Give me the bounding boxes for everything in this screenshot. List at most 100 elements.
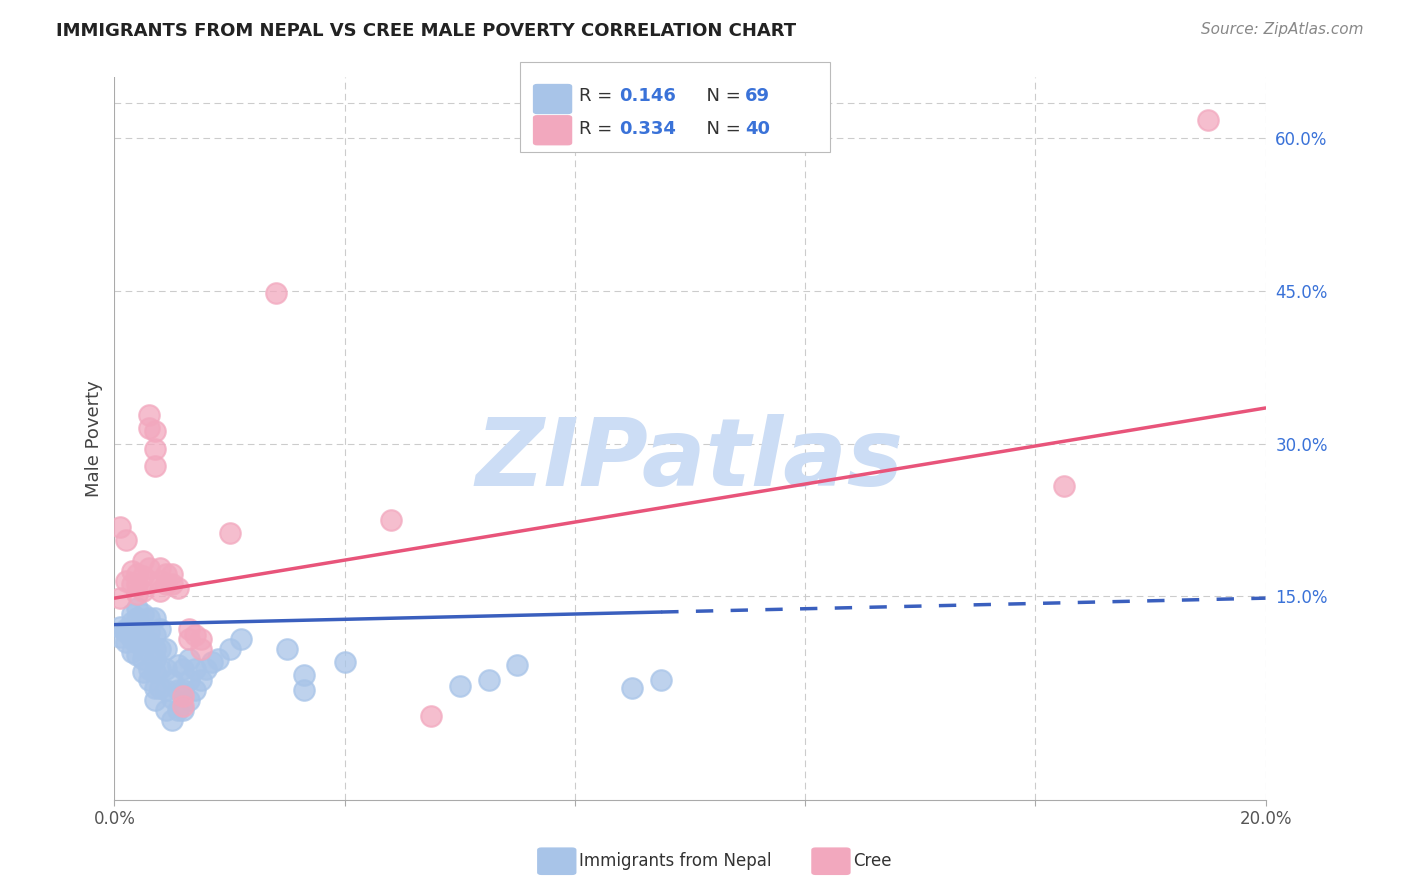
Text: N =: N = [695, 120, 747, 138]
Point [149, 574, 172, 588]
Point [121, 564, 143, 578]
Text: 0.334: 0.334 [619, 120, 675, 138]
Point [143, 681, 166, 695]
Point [172, 682, 194, 697]
Point [143, 628, 166, 642]
Point [132, 642, 155, 657]
Point [108, 630, 131, 644]
Point [190, 673, 212, 687]
Point [127, 611, 149, 625]
Point [127, 601, 149, 615]
Point [184, 682, 207, 697]
Point [138, 421, 160, 435]
Point [149, 662, 172, 676]
Point [155, 566, 177, 581]
Point [506, 658, 529, 673]
Point [160, 690, 183, 705]
Point [115, 622, 138, 636]
Point [179, 673, 201, 687]
Point [115, 533, 138, 548]
Point [195, 662, 218, 676]
Point [138, 611, 160, 625]
Point [218, 526, 240, 541]
Point [138, 662, 160, 676]
Point [155, 682, 177, 697]
Text: ZIPatlas: ZIPatlas [475, 414, 904, 506]
Point [201, 655, 224, 669]
Text: Cree: Cree [853, 852, 891, 871]
Point [179, 693, 201, 707]
Point [149, 584, 172, 599]
Point [292, 682, 315, 697]
Point [172, 662, 194, 676]
Point [149, 681, 172, 695]
Point [143, 442, 166, 456]
Point [115, 635, 138, 649]
Point [276, 642, 298, 657]
Point [108, 620, 131, 634]
Point [477, 673, 499, 687]
Point [1053, 479, 1076, 493]
Point [172, 689, 194, 703]
Point [138, 574, 160, 588]
Point [132, 553, 155, 567]
Point [143, 611, 166, 625]
Point [166, 682, 188, 697]
Point [166, 703, 188, 717]
Point [149, 622, 172, 636]
Point [292, 668, 315, 682]
Point [155, 703, 177, 717]
Point [229, 632, 252, 646]
Point [143, 642, 166, 657]
Point [115, 624, 138, 639]
Text: Immigrants from Nepal: Immigrants from Nepal [579, 852, 772, 871]
Point [184, 662, 207, 676]
Point [121, 577, 143, 591]
Point [172, 703, 194, 717]
Text: Source: ZipAtlas.com: Source: ZipAtlas.com [1201, 22, 1364, 37]
Point [621, 681, 644, 695]
Text: 69: 69 [745, 87, 770, 105]
Point [127, 635, 149, 649]
Point [108, 591, 131, 606]
Point [333, 655, 356, 669]
Point [155, 662, 177, 676]
Point [190, 642, 212, 657]
Point [132, 620, 155, 634]
Point [132, 568, 155, 582]
Point [166, 658, 188, 673]
Point [207, 652, 229, 666]
Point [650, 673, 672, 687]
Text: IMMIGRANTS FROM NEPAL VS CREE MALE POVERTY CORRELATION CHART: IMMIGRANTS FROM NEPAL VS CREE MALE POVER… [56, 22, 796, 40]
Point [138, 560, 160, 574]
Text: R =: R = [579, 87, 619, 105]
Point [420, 709, 443, 723]
Point [160, 566, 183, 581]
Point [380, 513, 402, 527]
Point [1197, 113, 1219, 128]
Text: 40: 40 [745, 120, 770, 138]
Point [121, 645, 143, 659]
Text: R =: R = [579, 120, 619, 138]
Point [127, 587, 149, 601]
Point [138, 624, 160, 639]
Point [132, 652, 155, 666]
Point [143, 425, 166, 439]
Point [155, 642, 177, 657]
Point [132, 607, 155, 622]
Point [121, 632, 143, 646]
Point [127, 577, 149, 591]
Point [149, 560, 172, 574]
Point [138, 673, 160, 687]
Point [179, 652, 201, 666]
Y-axis label: Male Poverty: Male Poverty [86, 380, 103, 497]
Point [179, 632, 201, 646]
Point [172, 698, 194, 713]
Point [143, 652, 166, 666]
Point [138, 408, 160, 422]
Point [160, 673, 183, 687]
Point [121, 615, 143, 629]
Point [143, 458, 166, 473]
Point [127, 622, 149, 636]
Point [132, 632, 155, 646]
